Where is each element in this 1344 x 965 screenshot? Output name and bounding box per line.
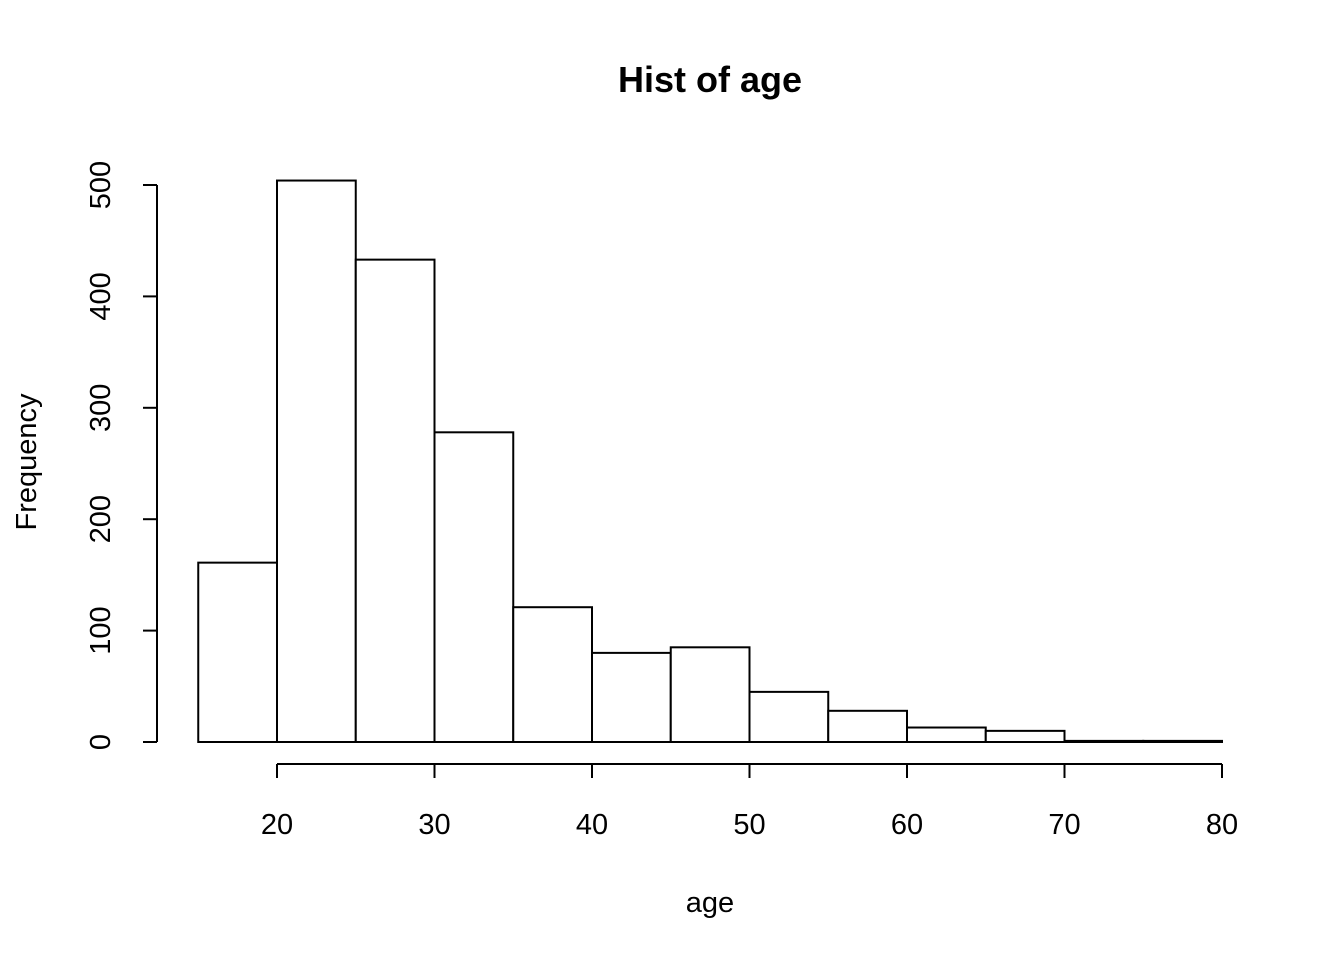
y-tick-label: 0 <box>85 734 117 750</box>
histogram-bar <box>1063 739 1145 743</box>
histogram-bar <box>669 646 751 743</box>
histogram-bar <box>197 561 278 743</box>
histogram-bar <box>276 179 357 743</box>
x-axis: 20 30 40 50 60 70 80 <box>261 763 1238 841</box>
y-axis: 0 100 200 300 400 500 <box>85 161 158 750</box>
y-tick-label: 400 <box>85 272 117 320</box>
y-tick-label: 500 <box>85 161 117 209</box>
histogram-bar <box>433 431 515 743</box>
histogram-bar <box>591 651 672 744</box>
histogram-bar <box>906 726 987 744</box>
histogram-bar <box>827 709 908 743</box>
histogram-bar <box>984 729 1066 743</box>
x-tick-label: 20 <box>261 809 293 841</box>
histogram-bar <box>1142 739 1223 743</box>
y-tick-label: 200 <box>85 495 117 543</box>
y-tick-label: 300 <box>85 384 117 432</box>
y-axis-label: Frequency <box>11 393 43 531</box>
x-tick-label: 70 <box>1048 809 1080 841</box>
x-tick-label: 80 <box>1206 809 1238 841</box>
histogram-bar <box>354 258 436 743</box>
x-tick-label: 40 <box>576 809 608 841</box>
histogram-bar <box>748 690 830 743</box>
chart-title: Hist of age <box>618 59 802 100</box>
x-tick-label: 30 <box>418 809 450 841</box>
bars-group <box>197 179 1223 744</box>
x-tick-label: 50 <box>733 809 765 841</box>
x-tick-label: 60 <box>891 809 923 841</box>
y-tick-label: 100 <box>85 606 117 654</box>
x-axis-label: age <box>686 887 734 919</box>
histogram-bar <box>512 606 593 743</box>
